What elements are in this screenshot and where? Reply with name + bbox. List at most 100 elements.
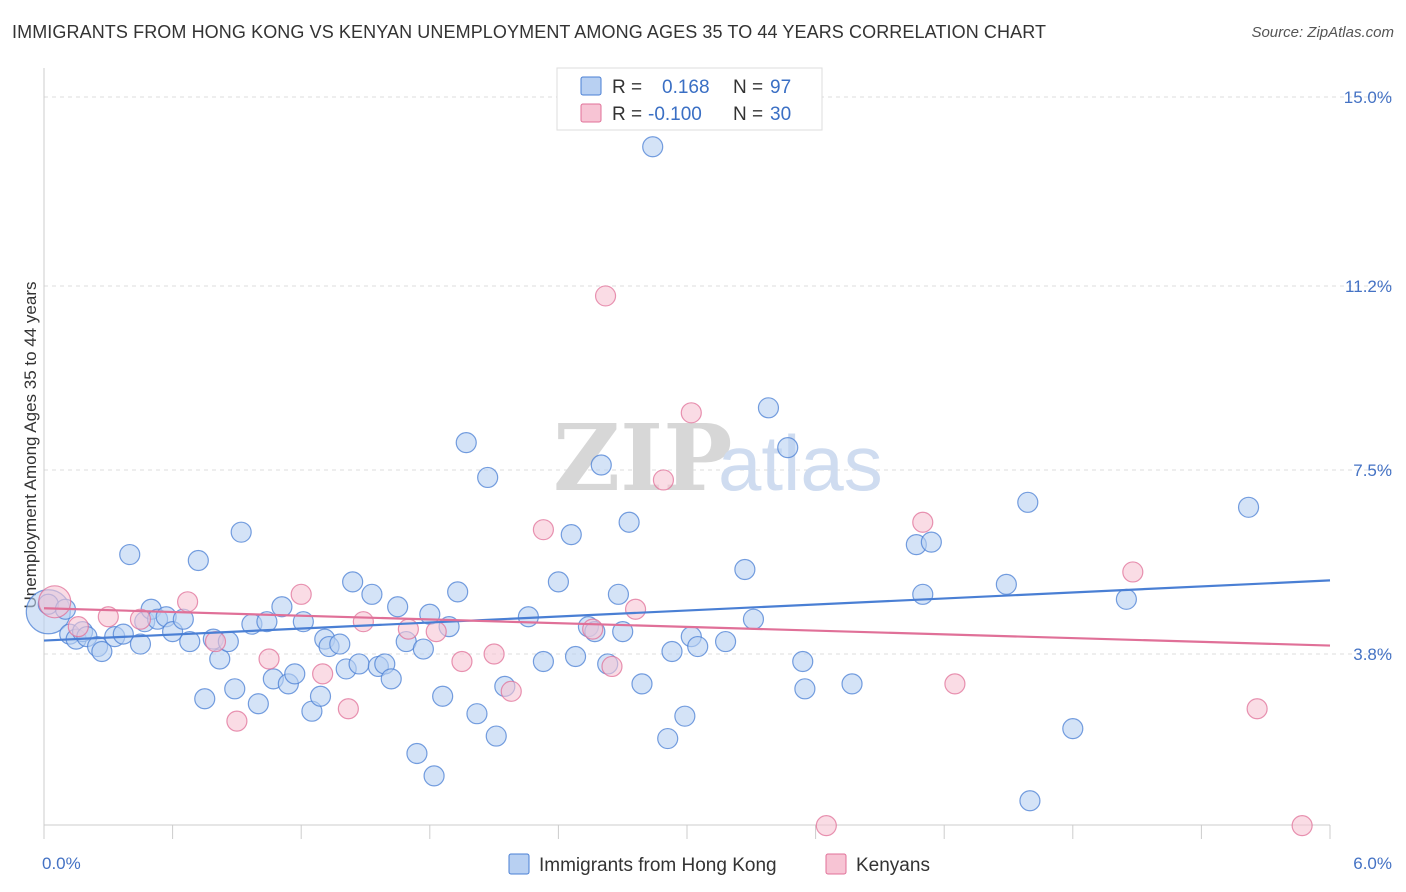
- hong-kong-point-86: [794, 678, 816, 700]
- x-tick-label-0: 0.0%: [42, 854, 81, 873]
- hong-kong-point-56: [455, 432, 477, 454]
- legend-r-value-2: -0.100: [648, 104, 702, 125]
- watermark-zip: ZIP: [553, 404, 732, 512]
- kenyans-point-29: [1291, 814, 1313, 837]
- hong-kong-point-50: [412, 638, 434, 660]
- hong-kong-point-76: [674, 705, 696, 727]
- kenyans-point-27: [1122, 561, 1144, 583]
- hong-kong-point-59: [485, 725, 507, 747]
- hong-kong-point-47: [387, 596, 409, 618]
- hong-kong-point-90: [912, 583, 934, 605]
- legend-n-label-1: N =: [733, 77, 763, 98]
- bottom-legend-label-kenyans: Kenyans: [856, 855, 930, 876]
- hong-kong-point-26: [230, 521, 252, 543]
- hong-kong-point-11: [119, 543, 141, 566]
- kenyans-point-9: [312, 663, 334, 685]
- gridlines: [44, 96, 1392, 655]
- chart-title: IMMIGRANTS FROM HONG KONG VS KENYAN UNEM…: [12, 22, 1047, 42]
- bottom-legend: Immigrants from Hong Kong Kenyans: [508, 853, 930, 876]
- kenyans-point-11: [352, 611, 374, 633]
- trend-line-kenyans: [43, 607, 1331, 647]
- kenyans-point-7: [258, 648, 280, 670]
- hong-kong-point-87: [841, 673, 863, 695]
- trend-line-hong-kong: [43, 579, 1331, 642]
- kenyans-point-10: [337, 698, 359, 720]
- y-tick-label-2: 11.2%: [1345, 277, 1392, 296]
- kenyans-point-17: [532, 519, 554, 541]
- legend-swatch-pink: [580, 103, 602, 123]
- y-tick-label-3: 15.0%: [1344, 88, 1392, 107]
- hong-kong-point-68: [590, 454, 612, 476]
- hong-kong-point-31: [271, 596, 293, 618]
- legend-n-value-1: 97: [770, 77, 791, 98]
- legend-swatch-blue: [580, 76, 602, 96]
- source-credit: Source: ZipAtlas.com: [1251, 24, 1394, 41]
- watermark-atlas: atlas: [718, 419, 883, 507]
- hong-kong-point-94: [1062, 718, 1084, 740]
- y-axis-label: Unemployment Among Ages 35 to 44 years: [21, 282, 40, 609]
- kenyans-point-3: [129, 608, 152, 630]
- kenyans-point-6: [226, 710, 248, 732]
- kenyans-point-28: [1246, 698, 1268, 720]
- legend-r-label-2: R =: [612, 104, 642, 125]
- kenyans-point-19: [594, 285, 617, 307]
- hong-kong-point-77: [657, 727, 679, 750]
- hong-kong-point-52: [423, 765, 445, 787]
- hong-kong-point-83: [757, 397, 780, 419]
- kenyans-point-25: [912, 511, 934, 533]
- hong-kong-point-85: [792, 650, 814, 673]
- hong-kong-point-96: [1237, 496, 1260, 518]
- hong-kong-point-19: [179, 630, 201, 653]
- hong-kong-point-36: [309, 685, 332, 707]
- kenyans-point-23: [680, 402, 702, 424]
- hong-kong-point-29: [256, 611, 278, 633]
- hong-kong-point-53: [432, 685, 454, 707]
- hong-kong-point-84: [777, 437, 799, 459]
- kenyans-point-1: [67, 616, 89, 638]
- hong-kong-point-63: [547, 571, 570, 593]
- hong-kong-point-75: [661, 640, 683, 663]
- hong-kong-point-21: [194, 688, 216, 710]
- hong-kong-point-20: [187, 549, 209, 572]
- hong-kong-point-89: [920, 531, 942, 553]
- hong-kong-point-73: [631, 673, 653, 695]
- kenyans-point-14: [451, 650, 473, 673]
- kenyans-point-24: [815, 814, 837, 837]
- hong-kong-point-49: [406, 742, 428, 765]
- legend-n-label-2: N =: [733, 104, 763, 125]
- legend-r-value-1: 0.168: [662, 77, 710, 98]
- bottom-legend-swatch-blue: [508, 853, 530, 875]
- kenyans-point-26: [944, 673, 966, 695]
- kenyans-point-5: [204, 630, 227, 653]
- hong-kong-point-82: [742, 608, 765, 630]
- hong-kong-point-33: [284, 663, 306, 685]
- hong-kong-point-39: [329, 633, 351, 655]
- x-tick-labels: 0.0% 6.0%: [42, 854, 1392, 873]
- hong-kong-point-65: [564, 645, 587, 668]
- hong-kong-point-55: [447, 581, 469, 603]
- hong-kong-point-74: [642, 136, 664, 158]
- hong-kong-point-93: [1017, 491, 1039, 513]
- hong-kong-point-91: [995, 573, 1017, 595]
- hong-kong-point-64: [560, 524, 582, 546]
- hong-kong-point-57: [466, 703, 488, 725]
- series-kenyans-points: [38, 285, 1313, 837]
- kenyans-point-13: [425, 621, 447, 643]
- legend-r-label-1: R =: [612, 77, 642, 98]
- bottom-legend-swatch-pink: [825, 853, 847, 875]
- kenyans-point-0: [38, 585, 72, 619]
- hong-kong-point-12: [129, 633, 152, 655]
- hong-kong-point-92: [1019, 790, 1041, 812]
- axes: [43, 68, 1331, 839]
- y-tick-label-1: 7.5%: [1353, 461, 1392, 480]
- hong-kong-point-80: [714, 630, 737, 653]
- hong-kong-point-72: [618, 511, 640, 533]
- hong-kong-point-25: [224, 678, 246, 700]
- hong-kong-point-58: [477, 466, 499, 489]
- kenyans-point-8: [290, 583, 312, 605]
- kenyans-point-18: [582, 618, 604, 640]
- hong-kong-point-95: [1115, 588, 1137, 610]
- hong-kong-point-28: [247, 693, 269, 715]
- kenyans-point-16: [500, 680, 522, 702]
